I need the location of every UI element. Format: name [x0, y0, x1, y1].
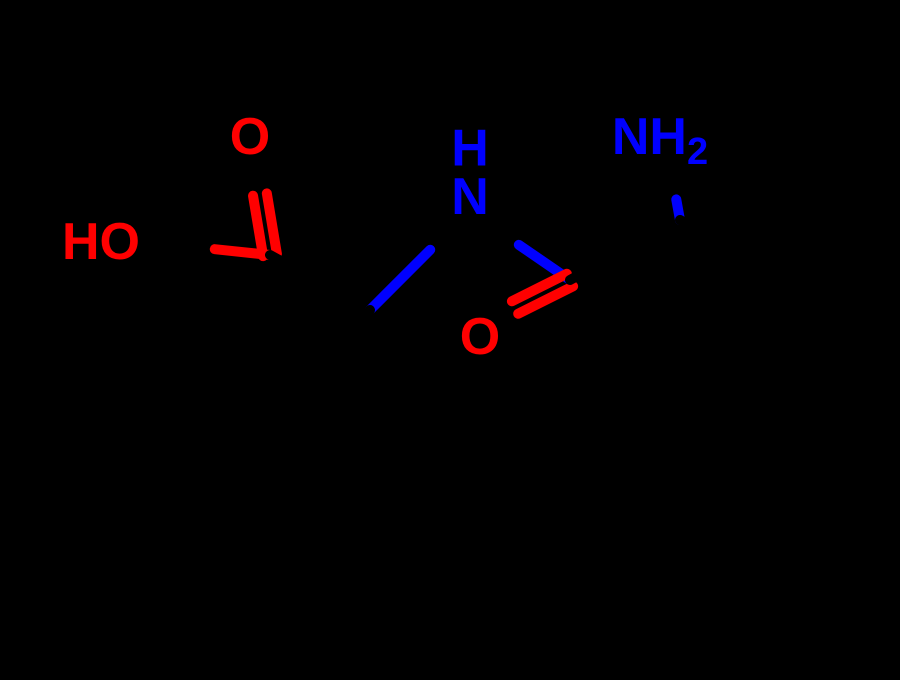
- bond: [800, 190, 870, 290]
- atom-label-HO: HO: [62, 213, 140, 271]
- atom-label-O1: O: [230, 108, 270, 166]
- bond: [395, 460, 520, 500]
- atom-label-NH-H: H: [451, 120, 489, 178]
- bond: [790, 290, 800, 420]
- molecule-diagram: OHONHNH2O: [0, 0, 900, 680]
- bond: [300, 310, 370, 425]
- bond: [60, 390, 180, 470]
- bond: [270, 255, 370, 310]
- bond: [300, 425, 395, 500]
- bond: [215, 249, 270, 255]
- atom-label-O2: O: [460, 308, 500, 366]
- bond: [680, 220, 800, 290]
- atom-label-NH2: NH2: [612, 108, 708, 173]
- bond: [180, 390, 185, 525]
- bond: [335, 500, 395, 610]
- bond: [267, 193, 277, 253]
- bond: [395, 500, 495, 595]
- bond: [370, 250, 430, 310]
- bond: [253, 196, 263, 256]
- bond: [180, 390, 300, 425]
- bond: [570, 220, 680, 280]
